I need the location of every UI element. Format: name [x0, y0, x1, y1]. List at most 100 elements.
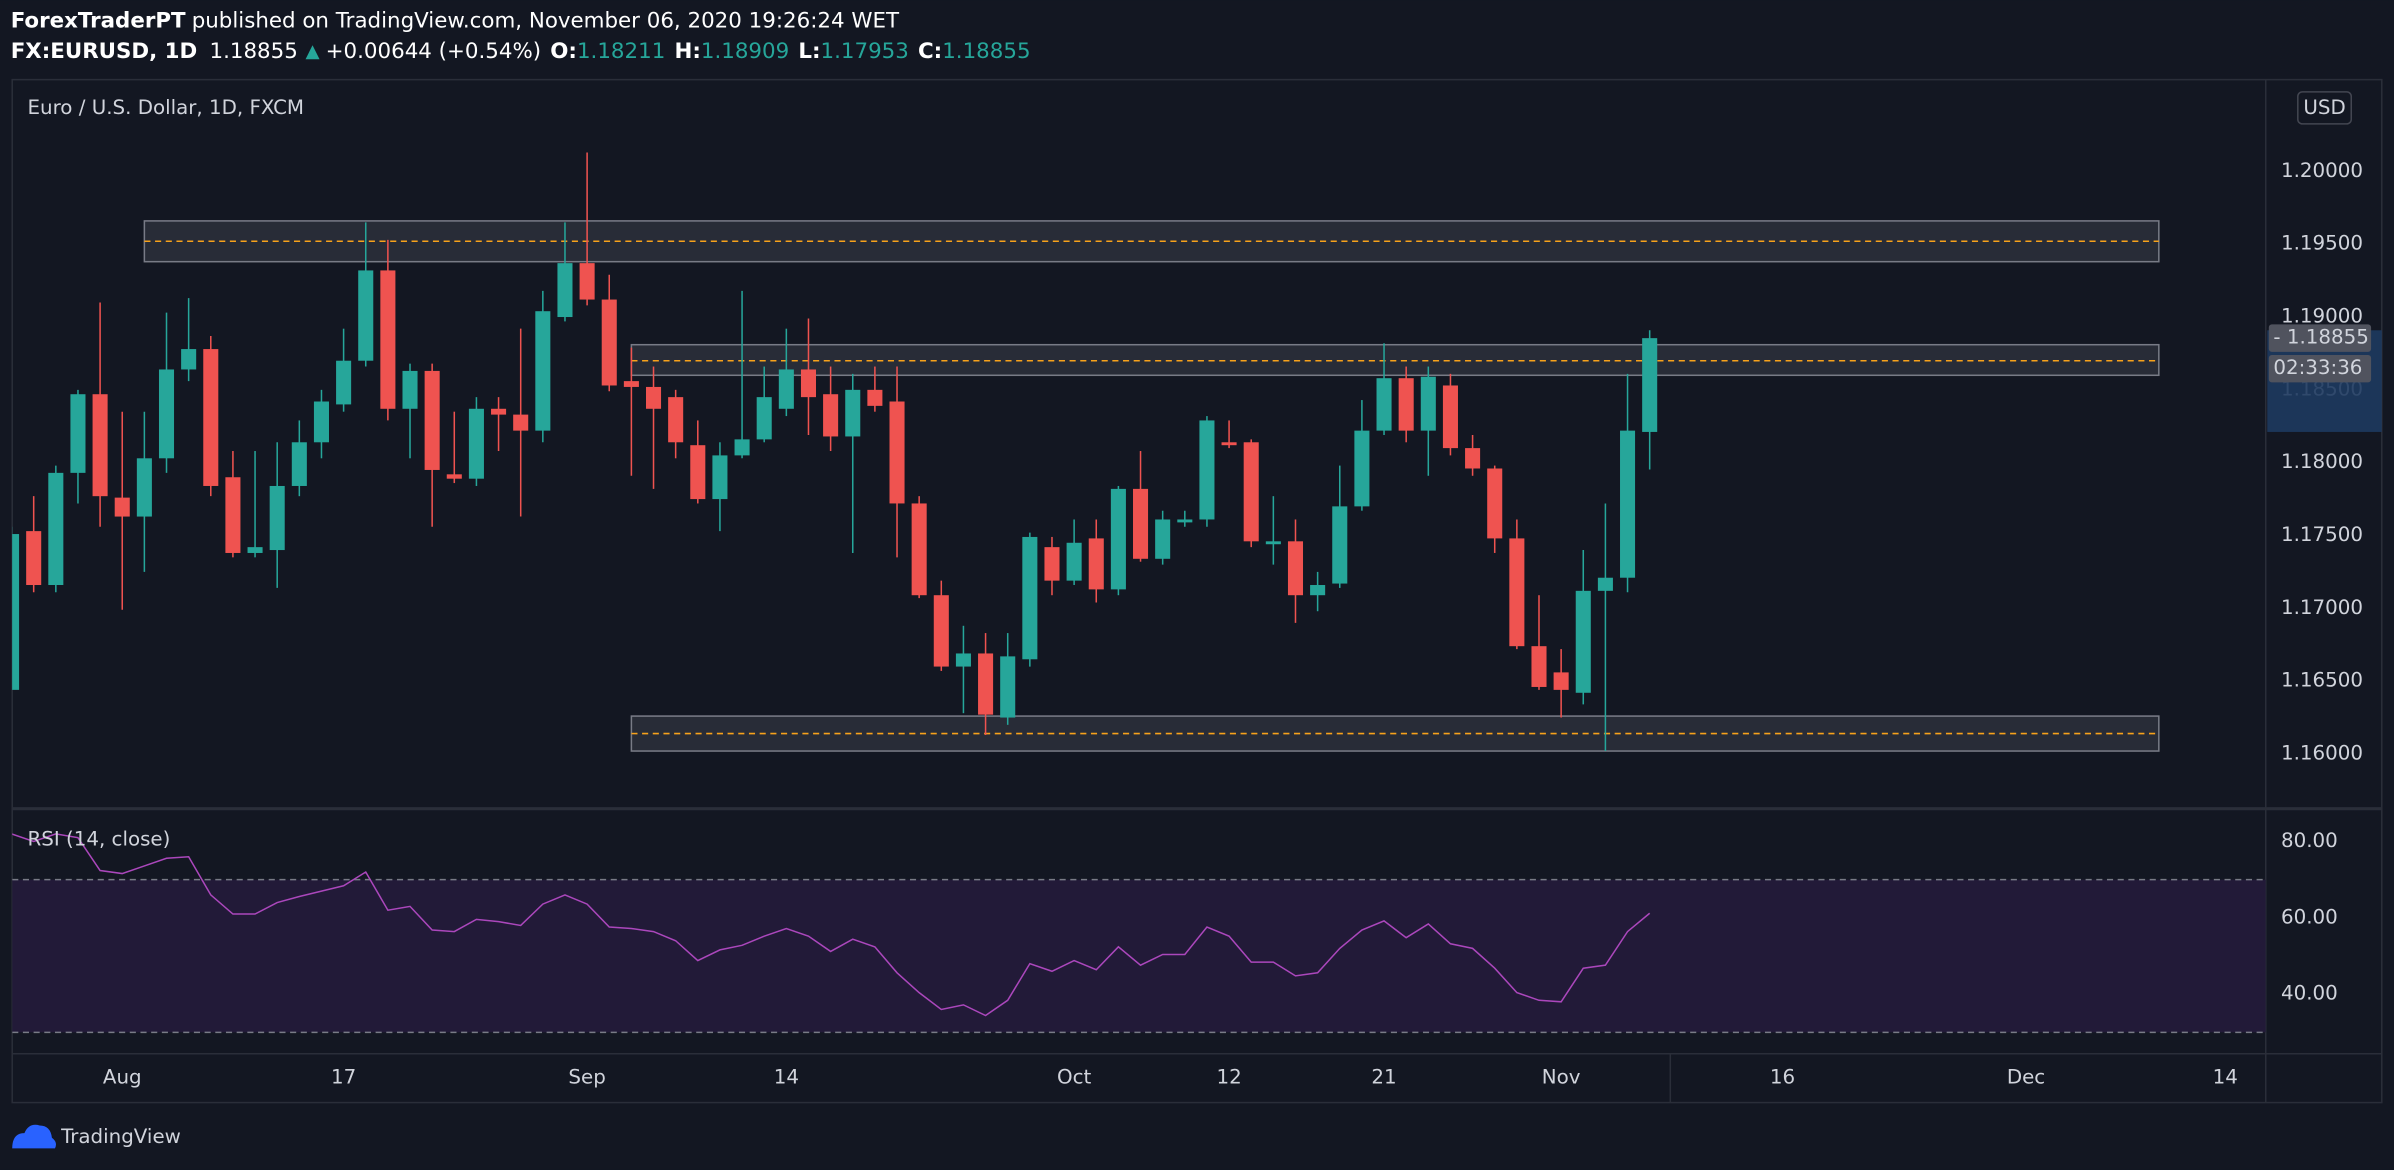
rsi-band: [12, 879, 2266, 1033]
change: +0.00644 (+0.54%): [326, 39, 541, 64]
y-tick-label: 1.18000: [2281, 450, 2363, 473]
candle-body: [800, 369, 817, 398]
candle-body: [645, 386, 662, 409]
candle-body: [778, 369, 794, 409]
y-tick-label: 1.16500: [2281, 669, 2363, 692]
candle-body: [1420, 376, 1436, 431]
ohlc-label: C:: [918, 39, 942, 64]
candle-body: [955, 653, 971, 667]
candle-body: [845, 389, 861, 437]
candle-body: [114, 497, 130, 517]
candle-body: [48, 472, 64, 586]
candle-body: [26, 531, 42, 586]
x-tick-label: 14: [2213, 1066, 2238, 1089]
candle-body: [158, 369, 175, 459]
candle-body: [867, 389, 883, 406]
candle-body: [402, 370, 418, 409]
x-tick-label: 16: [1770, 1066, 1795, 1089]
candle-body: [1265, 541, 1281, 545]
candle-body: [623, 381, 639, 387]
currency: USD: [2303, 96, 2345, 119]
x-tick-label: Dec: [2007, 1066, 2045, 1089]
candle-body: [1287, 541, 1304, 596]
last-price: 1.18855: [209, 39, 297, 64]
candle-body: [1310, 585, 1326, 596]
x-tick-label: Oct: [1057, 1066, 1092, 1089]
candle-body: [823, 394, 839, 437]
candle-body: [1155, 519, 1171, 559]
rsi-plot: [12, 833, 2266, 1034]
ohlc-label: O:: [550, 39, 577, 64]
candle-body: [1597, 577, 1613, 591]
candle-body: [978, 653, 994, 715]
y-tick-label: 1.19500: [2281, 232, 2363, 255]
countdown: 02:33:36: [2273, 356, 2362, 379]
candle-body: [1487, 468, 1503, 539]
ohlc-label: L:: [798, 39, 820, 64]
plot-layer: Aug 17 Sep 14 Oct 12 21 Nov 16 Dec 14 1.16000 1.1650…: [12, 152, 2382, 1089]
candle-body: [291, 442, 307, 486]
y-tick-label: 60.00: [2281, 905, 2338, 928]
ohlc-value: 1.18211: [577, 39, 665, 64]
candle-body: [535, 311, 551, 431]
y-tick-label: 40.00: [2281, 982, 2338, 1005]
candle-body: [690, 445, 706, 500]
candle-body: [513, 414, 529, 431]
y-tick-label: 1.19000: [2281, 305, 2363, 328]
candle-body: [1110, 488, 1126, 590]
brand-logo: [12, 1124, 56, 1149]
candle-body: [424, 370, 440, 470]
currency-badge[interactable]: [2297, 91, 2353, 125]
candle-body: [203, 349, 219, 486]
x-tick-label: 12: [1216, 1066, 1241, 1089]
candle-body: [889, 401, 905, 504]
candle-body: [1000, 656, 1016, 718]
candle-body: [269, 485, 285, 551]
price-badge-label: - 1.18855: [2273, 326, 2368, 349]
candle-body: [911, 503, 927, 596]
candle-body: [1332, 506, 1348, 584]
candle-body: [1199, 420, 1215, 520]
countdown-badge: [2268, 354, 2372, 383]
y-tick-label: 1.17500: [2281, 523, 2363, 546]
header-line-2: FX:EURUSD, 1D 1.18855 ▲ +0.00644 (+0.54%) O:…: [11, 39, 1031, 64]
ohlc-value: 1.17953: [821, 39, 909, 64]
candle-body: [1531, 646, 1547, 687]
ohlc-value: 1.18909: [701, 39, 789, 64]
candle-body: [1044, 547, 1060, 581]
candle-body: [313, 401, 329, 443]
candle-body: [1620, 430, 1636, 578]
candle-body: [557, 263, 573, 318]
candle-body: [579, 263, 595, 300]
published: published on TradingView.com, November 0…: [192, 9, 900, 34]
candle-body: [1354, 430, 1370, 507]
candle-body: [70, 394, 86, 473]
candle-body: [181, 349, 197, 370]
candle-body: [1442, 385, 1458, 449]
price-plot: [12, 152, 2160, 752]
candle-body: [1509, 538, 1525, 647]
ohlc-value: 1.18855: [942, 39, 1030, 64]
candle-body: [933, 595, 949, 667]
candle-body: [1022, 536, 1038, 660]
candle-body: [1221, 442, 1237, 446]
candle-body: [1066, 542, 1082, 581]
candle-body: [491, 408, 507, 415]
ohlc-label: H:: [674, 39, 700, 64]
header-line-1: ForexTraderPT published on TradingView.co…: [11, 9, 900, 34]
brand: TradingView: [12, 1124, 181, 1149]
candle-body: [1465, 448, 1481, 469]
x-tick-label: Aug: [103, 1066, 142, 1089]
candle-body: [336, 360, 352, 405]
candle-body: [92, 394, 108, 497]
candle-body: [1133, 488, 1149, 559]
x-tick-label: 17: [331, 1066, 356, 1089]
candle-body: [756, 397, 772, 440]
candle-body: [1243, 442, 1259, 542]
rsi-line: [12, 833, 1651, 1017]
candle-body: [1642, 338, 1658, 432]
price-badge: [2268, 324, 2372, 352]
candle-body: [734, 439, 750, 456]
x-tick-label: Nov: [1542, 1066, 1581, 1089]
